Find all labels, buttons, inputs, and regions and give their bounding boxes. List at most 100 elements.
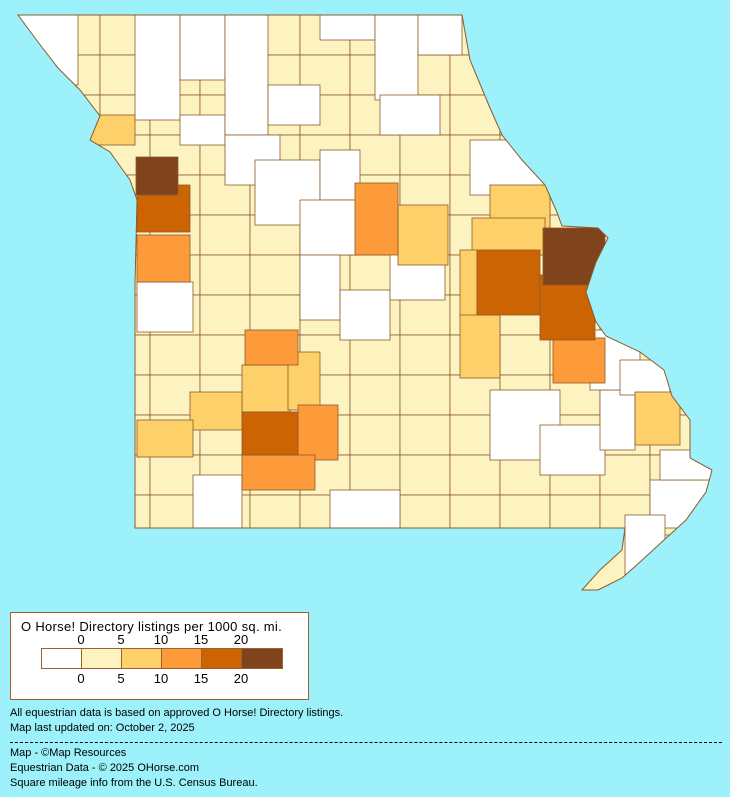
legend-swatch	[202, 649, 242, 668]
county	[149, 454, 201, 496]
county	[99, 454, 151, 496]
county	[624, 514, 666, 590]
county	[349, 454, 401, 496]
county	[649, 214, 701, 256]
county	[179, 15, 226, 81]
county	[699, 374, 712, 416]
county	[49, 94, 101, 136]
legend-swatch	[162, 649, 202, 668]
county	[649, 254, 701, 296]
county	[99, 494, 151, 536]
county	[599, 54, 651, 96]
legend-tick: 20	[233, 671, 249, 686]
county	[99, 374, 151, 416]
county	[349, 414, 401, 456]
county	[135, 156, 179, 196]
legend-tick: 5	[117, 671, 125, 686]
county	[599, 214, 651, 256]
county	[199, 254, 251, 296]
county	[649, 15, 701, 56]
county	[499, 15, 551, 56]
county	[549, 94, 601, 136]
county	[249, 494, 301, 536]
county	[18, 374, 51, 416]
county	[49, 254, 101, 296]
data-note: All equestrian data is based on approved…	[10, 707, 344, 719]
county	[459, 249, 478, 319]
county	[699, 334, 712, 376]
updated-note: Map last updated on: October 2, 2025	[10, 722, 195, 734]
county	[49, 374, 101, 416]
county	[539, 424, 606, 476]
county	[449, 494, 501, 536]
county	[549, 15, 601, 56]
county	[476, 249, 541, 316]
county	[499, 94, 551, 136]
county	[471, 217, 546, 256]
county	[599, 389, 636, 451]
county	[649, 134, 701, 176]
county	[699, 214, 712, 256]
county	[542, 227, 606, 286]
legend-swatch	[82, 649, 122, 668]
county	[18, 134, 51, 176]
county	[18, 174, 51, 216]
county	[49, 414, 101, 456]
county	[319, 149, 361, 201]
county	[549, 174, 601, 216]
county	[299, 254, 341, 321]
divider	[10, 742, 722, 743]
county	[699, 294, 712, 336]
county	[539, 274, 596, 341]
county	[149, 494, 201, 536]
county	[649, 294, 701, 336]
county	[192, 474, 243, 529]
county	[199, 214, 251, 256]
county	[18, 494, 51, 536]
county	[241, 454, 316, 491]
county	[699, 15, 712, 56]
county	[241, 364, 291, 413]
map-credit: Map - ©Map Resources	[10, 747, 127, 759]
county	[399, 374, 451, 416]
county	[599, 15, 651, 56]
county	[397, 204, 449, 266]
county	[18, 54, 51, 96]
county	[354, 182, 399, 256]
county	[599, 254, 651, 296]
county	[379, 94, 441, 136]
legend-tick: 15	[193, 632, 209, 647]
county	[249, 254, 301, 296]
county	[267, 84, 321, 126]
county	[244, 329, 299, 366]
county	[449, 454, 501, 496]
county	[136, 281, 194, 333]
county	[649, 174, 701, 216]
legend-tick: 0	[77, 632, 85, 647]
county	[699, 54, 712, 96]
county	[18, 254, 51, 296]
county	[18, 334, 51, 376]
legend: O Horse! Directory listings per 1000 sq.…	[10, 612, 309, 700]
county	[349, 374, 401, 416]
county	[649, 54, 701, 96]
county	[659, 449, 712, 481]
legend-tick: 20	[233, 632, 249, 647]
census-credit: Square mileage info from the U.S. Census…	[10, 777, 258, 789]
county	[549, 494, 601, 536]
county	[134, 15, 181, 121]
county	[699, 94, 712, 136]
county	[399, 414, 451, 456]
county	[18, 214, 51, 256]
county	[49, 294, 101, 336]
legend-color-ramp	[41, 648, 283, 669]
county	[417, 15, 463, 56]
county	[199, 294, 251, 336]
legend-tick: 10	[153, 632, 169, 647]
county	[449, 94, 501, 136]
county	[49, 454, 101, 496]
county	[549, 134, 601, 176]
county	[18, 414, 51, 456]
county	[634, 391, 681, 446]
county	[499, 334, 551, 376]
